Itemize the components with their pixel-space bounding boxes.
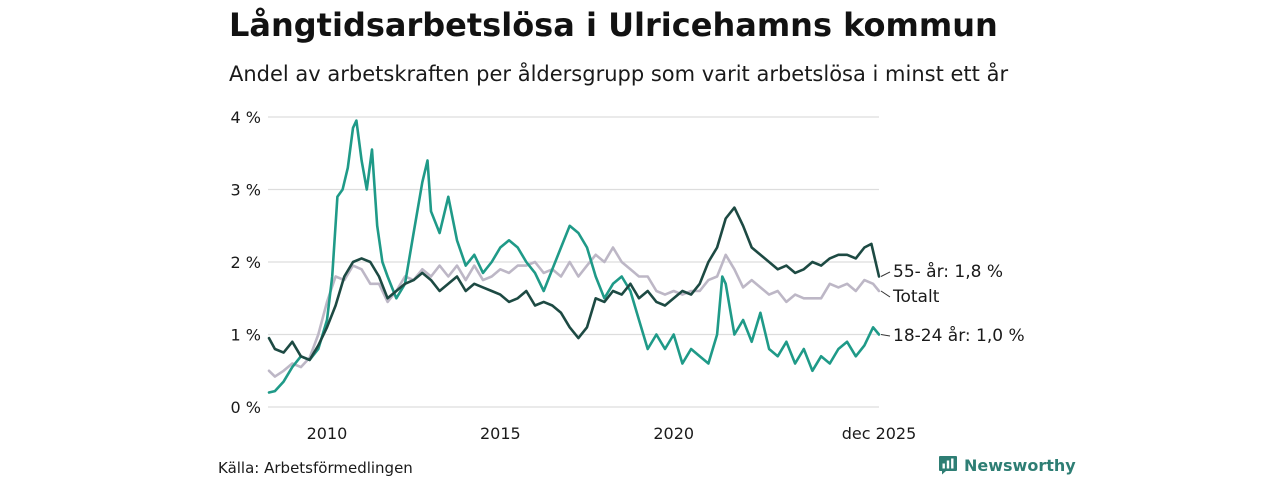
y-tick-label: 3 % bbox=[231, 181, 261, 200]
newsworthy-bar-icon bbox=[939, 456, 957, 475]
label-leader bbox=[880, 334, 891, 337]
series-line-teal bbox=[267, 119, 881, 394]
x-tick-label: 2010 bbox=[307, 424, 348, 443]
brand-name: Newsworthy bbox=[964, 455, 1076, 475]
series-line-dark bbox=[267, 206, 881, 362]
y-tick-label: 4 % bbox=[231, 108, 261, 127]
y-tick-label: 2 % bbox=[231, 253, 261, 272]
series-end-label: 55- år: 1,8 % bbox=[893, 261, 1003, 282]
chart-subtitle: Andel av arbetskraften per åldersgrupp s… bbox=[229, 62, 1009, 86]
y-tick-label: 1 % bbox=[231, 326, 261, 345]
label-leader bbox=[880, 290, 891, 298]
y-axis-ticks: 0 % 1 % 2 % 3 % 4 % bbox=[231, 108, 261, 417]
series-lines bbox=[267, 119, 881, 394]
gridlines bbox=[268, 116, 879, 408]
series-end-label: Totalt bbox=[892, 287, 940, 307]
series-line-grey bbox=[267, 246, 881, 378]
y-tick-label: 0 % bbox=[231, 398, 261, 417]
source-note: Källa: Arbetsförmedlingen bbox=[218, 459, 413, 477]
series-labels: Totalt 18-24 år: 1,0 % 55- år: 1,8 % bbox=[880, 261, 1025, 346]
x-tick-label: 2020 bbox=[653, 424, 694, 443]
label-leader bbox=[880, 271, 891, 277]
x-tick-label: dec 2025 bbox=[842, 424, 917, 443]
x-tick-label: 2015 bbox=[480, 424, 521, 443]
series-end-label: 18-24 år: 1,0 % bbox=[893, 325, 1025, 346]
newsworthy-logo[interactable]: Newsworthy bbox=[938, 455, 1076, 475]
x-axis-ticks: 2010 2015 2020 dec 2025 bbox=[307, 424, 917, 443]
chart-title: Långtidsarbetslösa i Ulricehamns kommun bbox=[229, 6, 998, 44]
